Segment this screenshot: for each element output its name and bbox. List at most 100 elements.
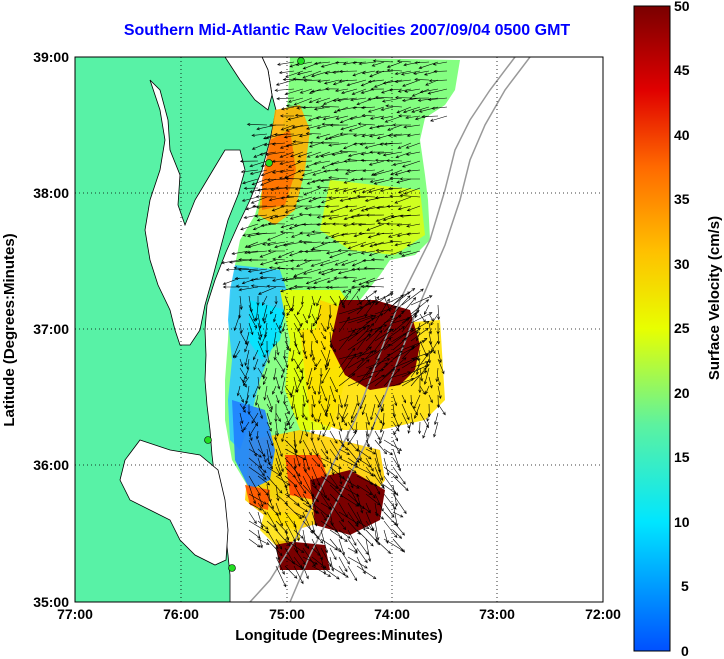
velocity-arrow — [414, 77, 430, 82]
velocity-arrow — [311, 538, 323, 561]
velocity-arrow — [399, 194, 421, 198]
velocity-arrow — [255, 430, 259, 440]
velocity-arrow — [280, 376, 286, 395]
velocity-arrow — [239, 376, 247, 388]
velocity-arrow — [303, 78, 322, 83]
velocity-arrow — [290, 151, 304, 158]
velocity-arrow — [256, 205, 277, 209]
velocity-arrow — [316, 223, 331, 227]
velocity-arrow — [397, 187, 412, 194]
velocity-arrow — [347, 529, 357, 547]
velocity-arrow — [271, 277, 286, 282]
velocity-arrow — [266, 421, 272, 432]
velocity-arrow — [231, 250, 250, 255]
velocity-arrow — [257, 403, 263, 420]
velocity-arrow — [295, 376, 304, 393]
velocity-arrow — [338, 556, 348, 573]
velocity-arrow — [309, 340, 313, 358]
chesapeake-bay — [144, 79, 246, 346]
velocity-arrow — [432, 61, 448, 66]
velocity-arrow — [365, 284, 385, 288]
velocity-arrow — [365, 313, 384, 324]
velocity-arrow — [292, 140, 313, 144]
velocity-arrow — [315, 97, 331, 104]
velocity-arrow — [350, 403, 358, 420]
velocity-arrow — [330, 232, 349, 239]
velocity-arrow — [293, 358, 303, 374]
velocity-arrow — [380, 115, 394, 120]
velocity-arrow — [401, 312, 417, 333]
velocity-arrow — [401, 327, 421, 342]
velocity-arrow — [357, 223, 376, 227]
velocity-arrow — [311, 385, 316, 395]
velocity-arrow — [392, 371, 411, 378]
velocity-arrow — [321, 367, 331, 385]
velocity-arrow — [410, 295, 433, 306]
colorbar-tick-label: 20 — [674, 385, 690, 401]
velocity-arrow — [338, 79, 358, 83]
velocity-arrow — [329, 520, 343, 540]
velocity-arrow — [340, 124, 358, 131]
velocity-arrow — [372, 59, 394, 63]
velocity-arrow — [275, 376, 281, 390]
velocity-arrow — [293, 448, 301, 467]
velocity-arrow — [248, 322, 254, 336]
velocity-arrow — [338, 394, 343, 409]
velocity-arrow — [242, 376, 250, 386]
velocity-arrow — [307, 115, 322, 122]
velocity-arrow — [356, 317, 375, 333]
velocity-arrow — [275, 340, 280, 356]
velocity-arrow — [383, 310, 405, 333]
velocity-arrow — [283, 133, 304, 139]
velocity-arrow — [293, 484, 304, 502]
velocity-arrow — [297, 151, 313, 158]
velocity-arrow — [272, 385, 277, 395]
velocity-arrow — [260, 331, 268, 347]
velocity-arrow — [239, 358, 244, 368]
velocity-arrow — [266, 475, 283, 494]
velocity-arrow — [250, 277, 268, 282]
velocity-arrow — [329, 331, 333, 349]
velocity-arrow — [338, 493, 359, 507]
velocity-arrow — [266, 511, 277, 528]
velocity-arrow — [337, 248, 358, 253]
y-tick-label: 39:00 — [33, 49, 69, 65]
velocity-arrow — [275, 484, 280, 502]
velocity-arrow — [303, 268, 322, 275]
velocity-arrow — [374, 298, 390, 324]
velocity-arrow — [428, 376, 433, 389]
velocity-arrow — [419, 88, 439, 94]
velocity-arrow — [365, 538, 372, 562]
velocity-arrow — [374, 95, 394, 99]
velocity-arrow — [302, 241, 322, 245]
velocity-arrow — [274, 214, 295, 218]
velocity-arrow — [322, 421, 331, 438]
velocity-arrow — [301, 169, 322, 177]
velocity-arrow — [410, 327, 429, 342]
velocity-arrow — [244, 349, 250, 367]
velocity-arrow — [243, 421, 250, 431]
velocity-arrow — [365, 374, 385, 387]
velocity-arrow — [326, 277, 340, 283]
velocity-arrow — [342, 286, 358, 293]
velocity-arrow — [404, 88, 421, 93]
velocity-arrow — [358, 61, 376, 66]
velocity-arrow — [405, 115, 421, 120]
velocity-arrow — [239, 159, 259, 163]
velocity-arrow — [239, 403, 246, 413]
velocity-arrow — [356, 511, 366, 531]
velocity-arrow — [360, 205, 376, 212]
colorbar-tick-label: 40 — [674, 127, 690, 143]
velocity-arrow — [367, 106, 385, 113]
velocity-arrow — [392, 457, 400, 469]
velocity-arrow — [386, 159, 403, 163]
velocity-arrow — [259, 268, 277, 275]
velocity-arrow — [317, 430, 322, 442]
velocity-arrow — [356, 448, 372, 460]
velocity-arrow — [238, 268, 259, 272]
velocity-arrow — [303, 187, 322, 196]
velocity-arrow — [250, 284, 268, 288]
velocity-arrow — [262, 304, 268, 322]
velocity-arrow — [347, 547, 358, 554]
velocity-arrow — [293, 340, 301, 356]
